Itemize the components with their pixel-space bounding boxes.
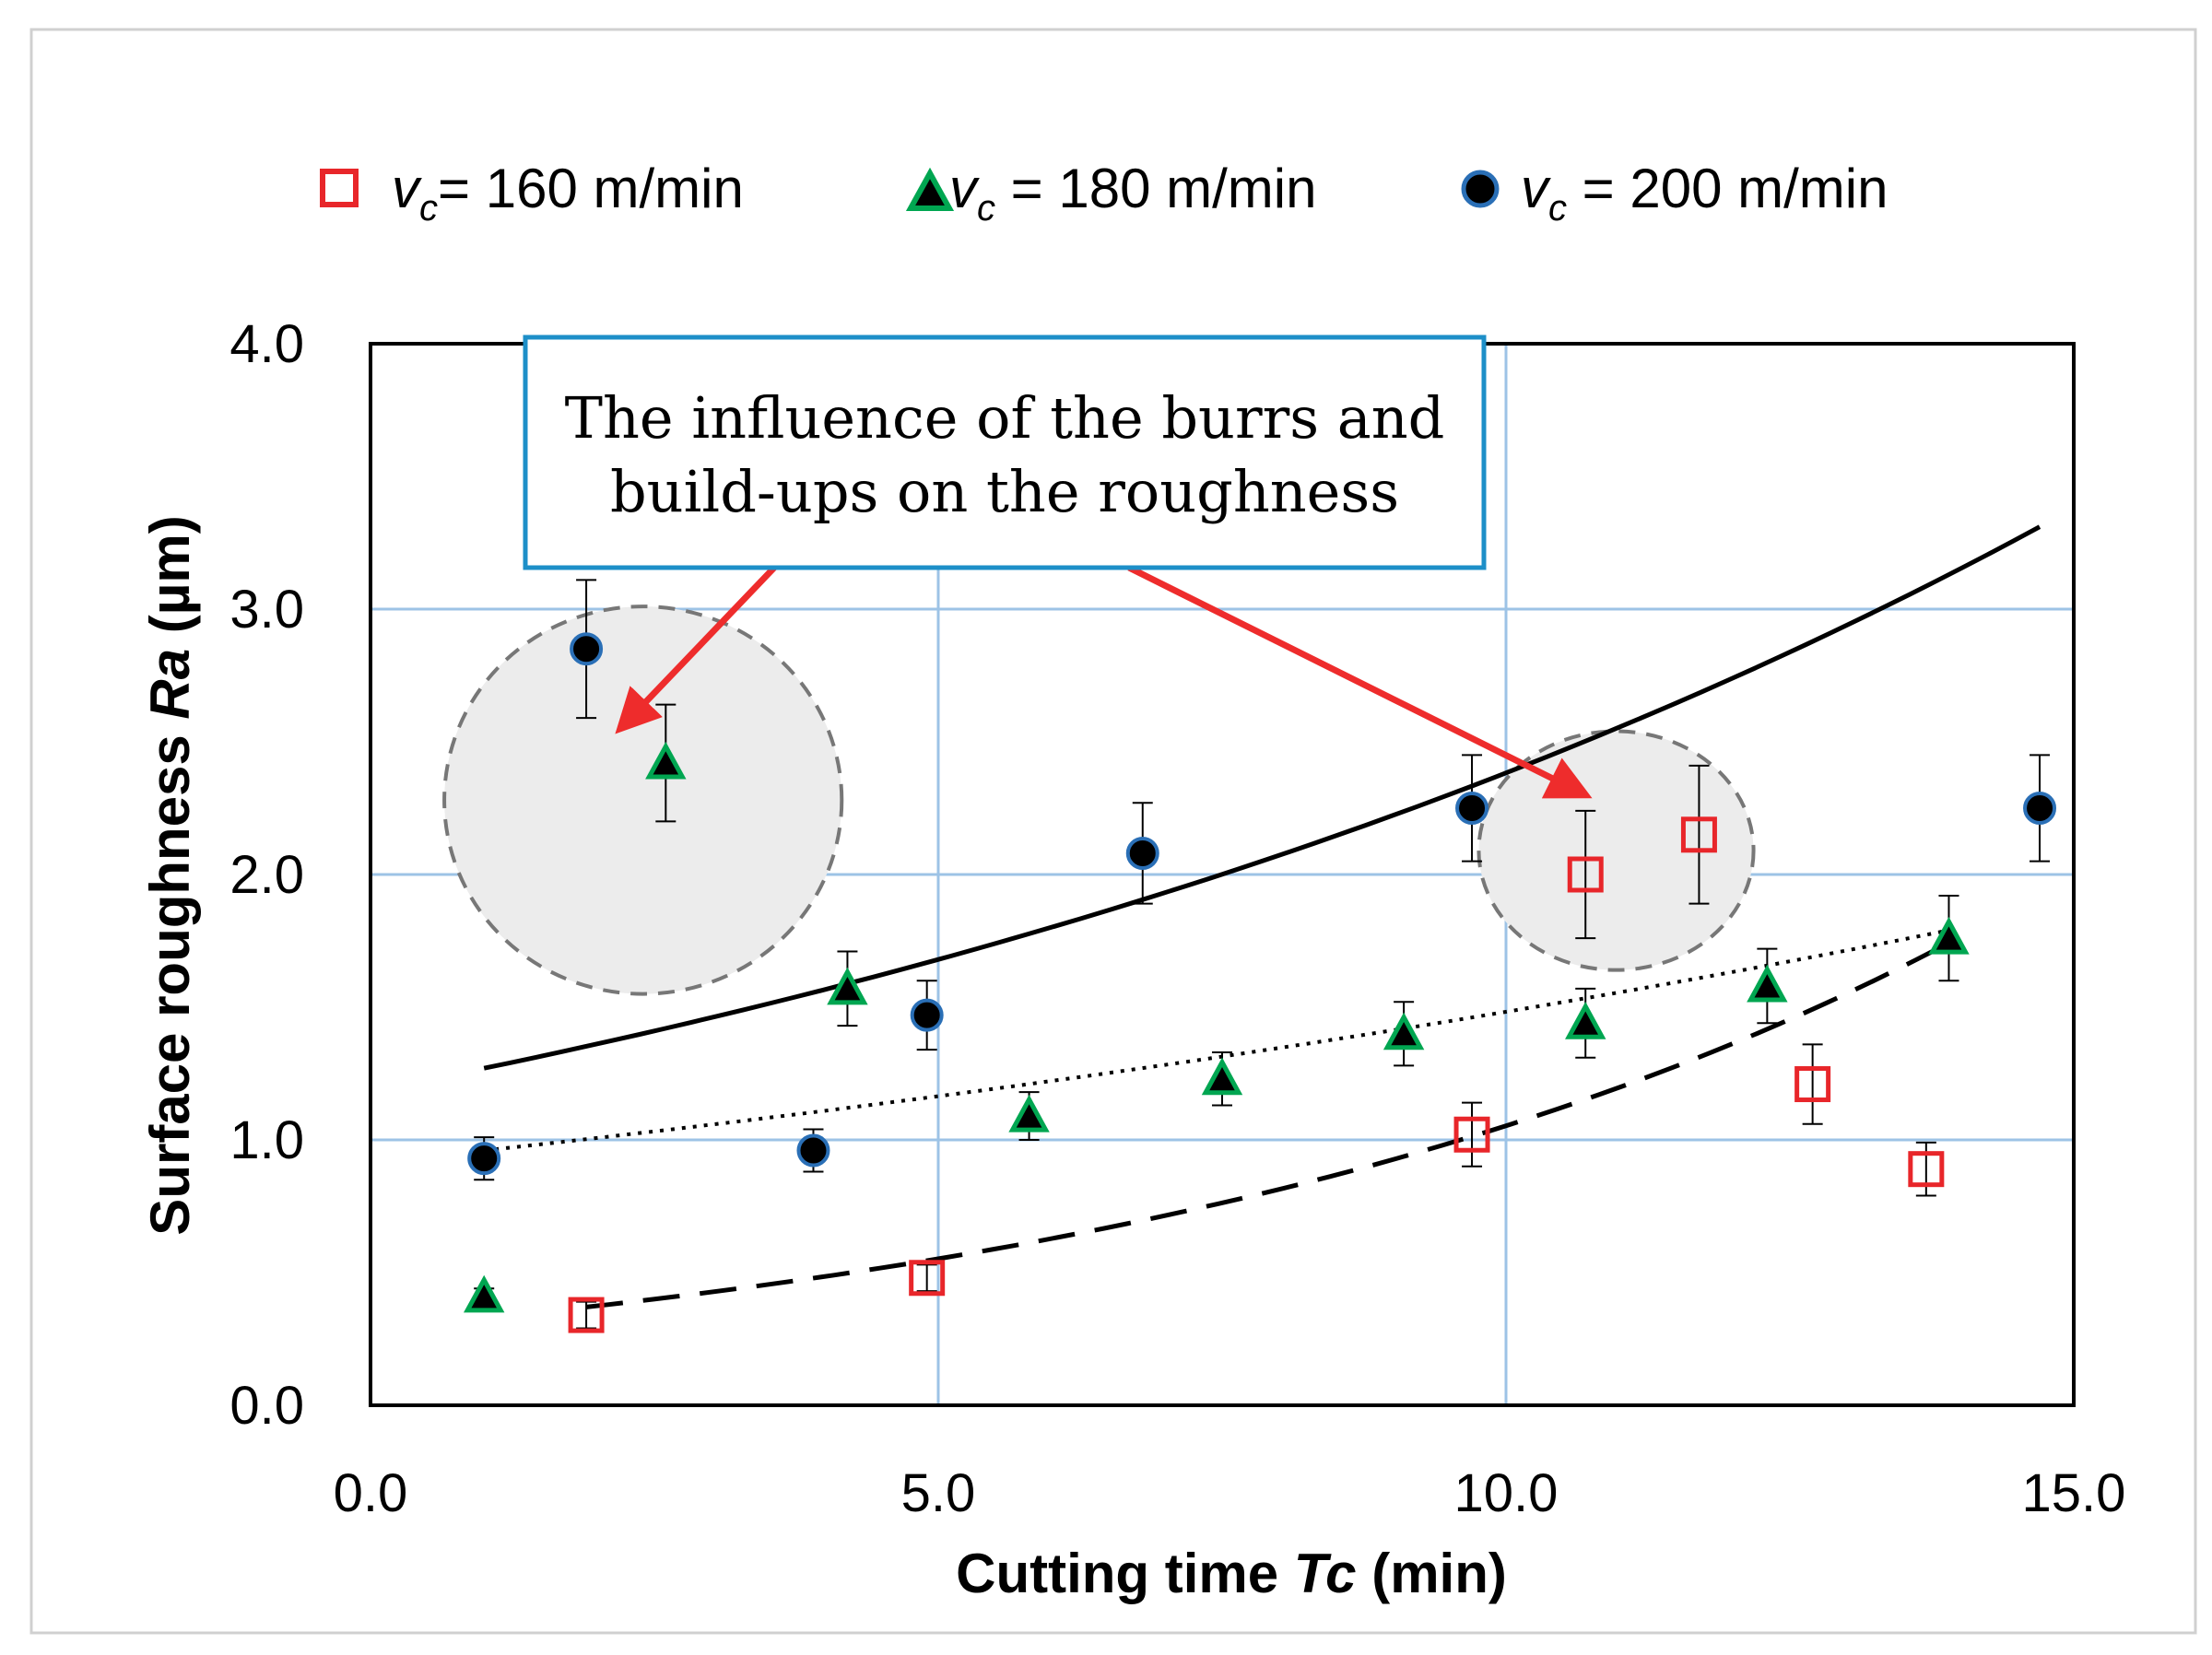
x-tick-label: 5.0 <box>901 1463 976 1523</box>
data-point-square <box>1567 856 1604 893</box>
x-tick-label: 15.0 <box>2022 1463 2126 1523</box>
figure-frame <box>29 28 2197 1635</box>
data-point-square <box>909 1260 946 1297</box>
data-points <box>463 579 2057 1333</box>
y-axis-title: Surface roughness Ra (µm) <box>139 515 201 1235</box>
annotation-line-1: The influence of the burrs and <box>565 384 1445 452</box>
data-point-triangle <box>1008 1094 1050 1133</box>
data-point-triangle <box>1928 916 1970 955</box>
legend-triangle-marker <box>905 167 955 211</box>
trend-line <box>483 928 1949 1153</box>
data-point-triangle <box>645 741 687 780</box>
x-tick-label: 0.0 <box>334 1463 408 1523</box>
legend-sub: c <box>1548 188 1567 229</box>
legend-sub: c <box>419 188 438 229</box>
highlight-regions <box>442 604 1756 996</box>
y-axis-title-post: (µm) <box>139 515 201 649</box>
data-point-circle <box>1455 792 1489 825</box>
tick-labels: 0.0 5.0 10.0 15.0 0.0 1.0 2.0 3.0 4.0 <box>229 314 2125 1523</box>
y-tick-label: 4.0 <box>229 314 304 374</box>
legend-rest: = 200 m/min <box>1567 158 1888 219</box>
x-axis-title-pre: Cutting time <box>956 1543 1294 1604</box>
legend-item-180: vc = 180 m/min <box>905 158 1317 229</box>
data-point-circle <box>796 1133 830 1168</box>
data-point-triangle <box>1201 1057 1243 1096</box>
data-point-triangle <box>1565 1002 1606 1039</box>
y-tick-label: 0.0 <box>229 1376 304 1436</box>
x-axis-title: Cutting time Tc (min) <box>956 1543 1507 1604</box>
data-point-triangle <box>827 967 868 1005</box>
data-point-triangle <box>463 1274 505 1313</box>
trend-lines <box>483 524 2041 1309</box>
trend-line <box>585 946 1939 1309</box>
y-tick-label: 3.0 <box>229 580 304 640</box>
legend-var: v <box>1521 158 1551 219</box>
data-point-circle <box>910 998 944 1032</box>
x-axis-title-var: Tc <box>1294 1543 1357 1604</box>
annotation-box: The influence of the burrs and build-ups… <box>523 335 1487 570</box>
data-point-square <box>568 1297 605 1333</box>
legend-rest: = 160 m/min <box>438 158 744 219</box>
annotation-arrow <box>1127 564 1593 799</box>
annotation-frame <box>523 335 1487 570</box>
annotation-line-2: build-ups on the roughness <box>610 458 1399 525</box>
data-point-circle <box>570 632 604 666</box>
legend: vc= 160 m/min vc = 180 m/min vc = 200 m/… <box>320 158 1888 229</box>
x-tick-label: 10.0 <box>1454 1463 1559 1523</box>
legend-sub: c <box>977 188 995 229</box>
data-point-circle <box>1125 836 1159 870</box>
legend-circle-marker <box>1461 170 1500 208</box>
y-tick-label: 1.0 <box>229 1110 304 1170</box>
legend-var: v <box>392 158 422 219</box>
y-axis-title-var: Ra <box>139 649 201 720</box>
annotation-arrow <box>615 565 777 734</box>
data-point-square <box>1794 1066 1831 1103</box>
data-point-circle <box>467 1142 501 1176</box>
y-tick-label: 2.0 <box>229 845 304 905</box>
legend-var: v <box>949 158 980 219</box>
data-point-circle <box>2023 792 2057 825</box>
legend-item-200: vc = 200 m/min <box>1461 158 1888 229</box>
legend-item-160: vc= 160 m/min <box>320 158 744 229</box>
x-axis-title-post: (min) <box>1357 1543 1507 1604</box>
y-axis-title-pre: Surface roughness <box>139 720 201 1236</box>
legend-rest: = 180 m/min <box>995 158 1317 219</box>
svg-text:vc= 160 m/min: vc= 160 m/min <box>392 158 744 229</box>
highlight-ellipse <box>442 604 844 996</box>
data-point-square <box>1453 1116 1490 1153</box>
svg-text:vc = 200 m/min: vc = 200 m/min <box>1521 158 1888 229</box>
data-point-triangle <box>1747 964 1788 1003</box>
trend-line <box>483 524 2041 1071</box>
data-point-triangle <box>1382 1012 1425 1051</box>
annotation-arrows <box>615 564 1593 799</box>
legend-square-marker <box>320 169 359 207</box>
svg-text:vc = 180 m/min: vc = 180 m/min <box>949 158 1317 229</box>
data-point-square <box>1680 816 1717 853</box>
data-point-square <box>1908 1151 1945 1188</box>
